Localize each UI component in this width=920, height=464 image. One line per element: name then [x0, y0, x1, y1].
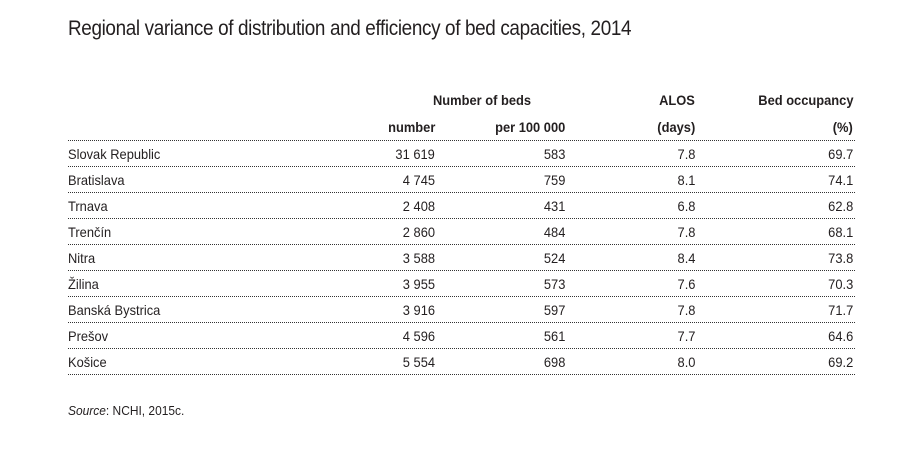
alos-cell: 7.8 — [677, 224, 695, 240]
region-name-cell: Slovak Republic — [68, 146, 161, 162]
region-name-cell: Trnava — [68, 198, 108, 214]
source-label: Source — [68, 403, 106, 418]
region-name-cell: Košice — [68, 354, 107, 370]
bed-occupancy-cell: 62.8 — [827, 198, 853, 214]
bed-occupancy-cell: 64.6 — [827, 328, 853, 344]
header-bed-occupancy: Bed occupancy — [757, 92, 853, 108]
alos-cell: 6.8 — [677, 198, 695, 214]
bed-occupancy-cell: 68.1 — [827, 224, 853, 240]
beds-per-100000-cell: 573 — [543, 276, 565, 292]
table-row: Prešov 4 596 561 7.7 64.6 — [68, 323, 855, 349]
table-row: Bratislava 4 745 759 8.1 74.1 — [68, 167, 855, 193]
region-name-cell: Bratislava — [68, 172, 125, 188]
beds-per-100000-cell: 431 — [543, 198, 565, 214]
beds-number-cell: 3 588 — [402, 250, 435, 266]
beds-per-100000-cell: 759 — [543, 172, 565, 188]
region-name-cell: Žilina — [68, 276, 99, 292]
beds-per-100000-cell: 484 — [543, 224, 565, 240]
header-number-of-beds: Number of beds — [432, 92, 532, 108]
table-row: Nitra 3 588 524 8.4 73.8 — [68, 245, 855, 271]
beds-per-100000-cell: 524 — [543, 250, 565, 266]
source-text: : NCHI, 2015c. — [105, 403, 185, 418]
beds-number-cell: 3 916 — [402, 302, 435, 318]
beds-number-cell: 3 955 — [402, 276, 435, 292]
table-row: Banská Bystrica 3 916 597 7.8 71.7 — [68, 297, 855, 323]
beds-number-cell: 4 596 — [402, 328, 435, 344]
region-name-cell: Nitra — [68, 250, 96, 266]
beds-per-100000-cell: 597 — [543, 302, 565, 318]
header-per-100000: per 100 000 — [494, 119, 565, 135]
region-name-cell: Trenčín — [68, 224, 112, 240]
bed-occupancy-cell: 73.8 — [827, 250, 853, 266]
alos-cell: 8.0 — [677, 354, 695, 370]
header-alos-unit: (days) — [657, 119, 695, 135]
beds-number-cell: 5 554 — [402, 354, 435, 370]
beds-number-cell: 31 619 — [395, 146, 435, 162]
table-header-unit-row: number per 100 000 (days) (%) — [68, 114, 855, 141]
table-body: Slovak Republic 31 619 583 7.8 69.7 Bratislav… — [68, 141, 855, 375]
alos-cell: 7.8 — [677, 146, 695, 162]
bed-capacity-table: Number of beds ALOS Bed occupancy number… — [68, 88, 855, 375]
beds-number-cell: 4 745 — [402, 172, 435, 188]
source-note: Source: NCHI, 2015c. — [68, 403, 184, 418]
alos-cell: 8.1 — [677, 172, 695, 188]
table-row: Košice 5 554 698 8.0 69.2 — [68, 349, 855, 375]
table-row: Trenčín 2 860 484 7.8 68.1 — [68, 219, 855, 245]
beds-per-100000-cell: 561 — [543, 328, 565, 344]
beds-number-cell: 2 408 — [402, 198, 435, 214]
alos-cell: 7.7 — [677, 328, 695, 344]
bed-occupancy-cell: 69.2 — [827, 354, 853, 370]
page-title: Regional variance of distribution and ef… — [68, 17, 632, 40]
bed-occupancy-cell: 69.7 — [827, 146, 853, 162]
beds-number-cell: 2 860 — [402, 224, 435, 240]
alos-cell: 7.8 — [677, 302, 695, 318]
beds-per-100000-cell: 583 — [543, 146, 565, 162]
header-number: number — [387, 119, 435, 135]
bed-occupancy-cell: 70.3 — [827, 276, 853, 292]
table-row: Žilina 3 955 573 7.6 70.3 — [68, 271, 855, 297]
table-row: Slovak Republic 31 619 583 7.8 69.7 — [68, 141, 855, 167]
header-alos: ALOS — [659, 92, 695, 108]
beds-per-100000-cell: 698 — [543, 354, 565, 370]
bed-occupancy-cell: 74.1 — [827, 172, 853, 188]
alos-cell: 8.4 — [677, 250, 695, 266]
table-row: Trnava 2 408 431 6.8 62.8 — [68, 193, 855, 219]
bed-occupancy-cell: 71.7 — [827, 302, 853, 318]
region-name-cell: Prešov — [68, 328, 109, 344]
table-header-group-row: Number of beds ALOS Bed occupancy — [68, 88, 855, 114]
header-occupancy-unit: (%) — [832, 119, 853, 135]
alos-cell: 7.6 — [677, 276, 695, 292]
region-name-cell: Banská Bystrica — [68, 302, 161, 318]
